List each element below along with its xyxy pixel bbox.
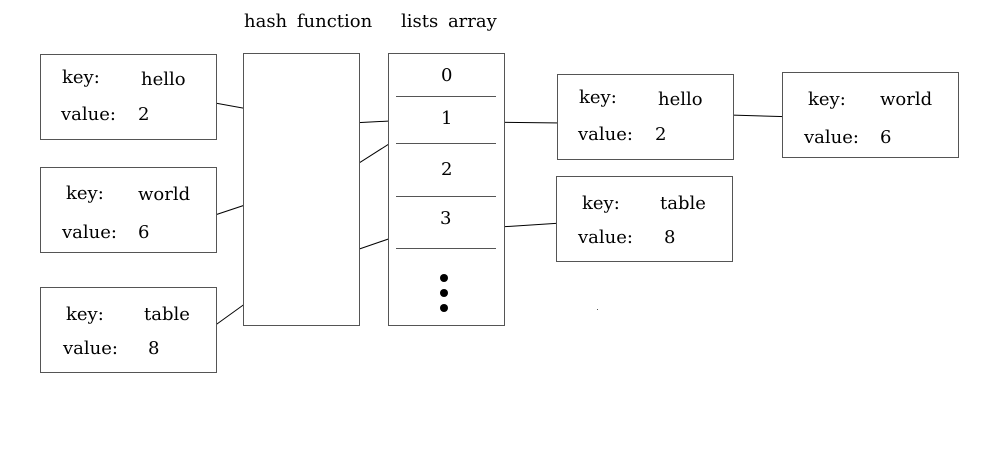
chain-world-value: 6 <box>880 127 892 148</box>
array-slot-divider <box>396 96 496 97</box>
chain-table-key-label: key: <box>582 193 620 214</box>
chain-world-key: world <box>880 89 933 110</box>
lists-array-heading: lists array <box>401 11 497 32</box>
chain-hello-value-label: value: <box>578 124 633 145</box>
array-slot-0: 0 <box>441 65 453 86</box>
chain-table-value: 8 <box>664 227 676 248</box>
chain-hello-value: 2 <box>655 124 667 145</box>
ellipsis-dot <box>440 289 448 297</box>
stray-mark <box>597 309 598 310</box>
array-slot-divider <box>396 143 496 144</box>
array-slot-3: 3 <box>440 208 452 229</box>
input-hello-value-label: value: <box>61 104 116 125</box>
chain-hello-key: hello <box>658 89 703 110</box>
array-slot-1: 1 <box>441 108 453 129</box>
chain-node-world <box>782 72 959 158</box>
lists-array-box <box>388 53 505 326</box>
array-slot-divider <box>396 248 496 249</box>
chain-table-value-label: value: <box>578 227 633 248</box>
input-table-value: 8 <box>148 338 160 359</box>
input-world-key-label: key: <box>66 183 104 204</box>
input-world-value-label: value: <box>62 222 117 243</box>
array-slot-divider <box>396 196 496 197</box>
input-hello-value: 2 <box>138 104 150 125</box>
input-table-key-label: key: <box>66 304 104 325</box>
input-entry-world <box>40 167 217 253</box>
input-entry-hello <box>40 54 217 140</box>
chain-node-hello <box>557 74 734 160</box>
input-world-key: world <box>138 184 191 205</box>
input-hello-key-label: key: <box>62 67 100 88</box>
chain-hello-key-label: key: <box>579 87 617 108</box>
input-world-value: 6 <box>138 222 150 243</box>
array-slot-2: 2 <box>441 159 453 180</box>
input-entry-table <box>40 287 217 373</box>
input-table-value-label: value: <box>63 338 118 359</box>
ellipsis-dot <box>440 304 448 312</box>
ellipsis-dot <box>440 274 448 282</box>
chain-node-table <box>556 176 733 262</box>
chain-table-key: table <box>660 193 706 214</box>
input-table-key: table <box>144 304 190 325</box>
chain-world-value-label: value: <box>804 127 859 148</box>
hash-function-heading: hash function <box>244 11 373 32</box>
input-hello-key: hello <box>141 69 186 90</box>
chain-world-key-label: key: <box>808 89 846 110</box>
hash-function-box <box>243 53 360 326</box>
